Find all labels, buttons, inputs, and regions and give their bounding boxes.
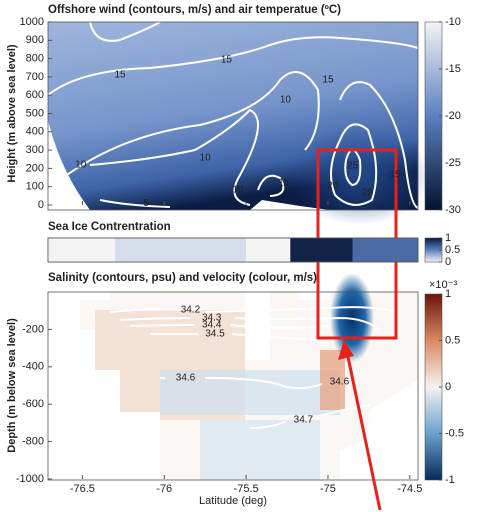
ice-cell [246, 238, 291, 262]
x-tick-label: -75 [320, 483, 336, 495]
y-axis-label: Depth (m below sea level) [6, 318, 18, 453]
contour-label: 20 [362, 188, 374, 199]
y-tick-label: 300 [26, 144, 44, 156]
colorbar-tick-label: 0.5 [445, 334, 460, 346]
colorbar-tick-label: 0 [445, 381, 451, 393]
contour-label: 10 [75, 160, 87, 171]
salinity-contours [109, 306, 396, 429]
contour-label: 34.2 [181, 305, 201, 316]
contour-label: 34.7 [294, 415, 314, 426]
y-tick-label: 500 [26, 107, 44, 119]
contour-label: 5 [143, 198, 149, 209]
contour-label: 34.6 [176, 373, 196, 384]
y-tick-label: 100 [26, 181, 44, 193]
colorbar-tick-label: -30 [445, 204, 461, 216]
velocity-field [48, 273, 418, 480]
y-tick-label: 200 [26, 162, 44, 174]
panel-title: Salinity (contours, psu) and velocity (c… [48, 272, 317, 284]
strip-frame [47, 237, 419, 263]
y-tick-label: 1000 [20, 16, 44, 28]
y-tick-label: -800 [22, 436, 44, 448]
y-tick-label: 600 [26, 89, 44, 101]
colorbar-tick-label: 1 [445, 288, 451, 300]
x-tick-label: -76.5 [70, 483, 95, 495]
contour-label: 10 [232, 185, 244, 196]
contour-label: 10 [280, 95, 292, 106]
colorbar-scale-label: ×10⁻³ [429, 279, 457, 291]
contour-label: 15 [322, 75, 334, 86]
y-tick-label: -600 [22, 398, 44, 410]
x-tick-label: -74.5 [397, 483, 422, 495]
x-axis-label: Latitude (deg) [199, 495, 267, 507]
contour-label: 10 [200, 153, 212, 164]
colorbar-tick-label: 0.5 [445, 244, 460, 256]
y-tick-label: 400 [26, 126, 44, 138]
x-tick-label: -76 [156, 483, 172, 495]
ice-cell [48, 238, 116, 262]
y-tick-label: -400 [22, 361, 44, 373]
y-tick-label: 0 [38, 199, 44, 211]
ice-cell [290, 238, 353, 262]
colorbar-tick-label: 1 [445, 232, 451, 244]
panel-title: Sea Ice Contrentration [48, 221, 171, 233]
y-axis-label: Height (m above sea level) [6, 44, 18, 182]
contour-label: 15 [221, 55, 233, 66]
colorbar-tick-label: -0.5 [445, 427, 464, 439]
colorbar-tick-label: -20 [445, 110, 461, 122]
contour-label: 34.6 [330, 377, 350, 388]
y-tick-label: 900 [26, 34, 44, 46]
y-tick-label: -1000 [16, 473, 44, 485]
colorbar-tick-label: -10 [445, 16, 461, 28]
colorbar-tick-label: -25 [445, 157, 461, 169]
y-tick-label: 700 [26, 71, 44, 83]
panel-title: Offshore wind (contours, m/s) and air te… [48, 4, 341, 16]
colorbar-tick-label: -15 [445, 63, 461, 75]
contour-label: 15 [114, 70, 126, 81]
contour-label: 25 [347, 161, 359, 172]
contour-label: 15 [278, 178, 290, 189]
ice-cell [352, 238, 418, 262]
contour-label: 34.5 [205, 329, 225, 340]
x-tick-label: -75.5 [234, 483, 259, 495]
contour-label: 34.4 [202, 320, 222, 331]
ice-cell [115, 238, 247, 262]
y-tick-label: -200 [22, 323, 44, 335]
colorbar-tick-label: 0 [445, 256, 451, 268]
colorbar-tick-label: -1 [445, 474, 455, 486]
contour-label: 20 [327, 181, 339, 192]
contour-label: 34.3 [202, 313, 222, 324]
y-tick-label: 800 [26, 53, 44, 65]
contour-label: 15 [390, 170, 402, 181]
